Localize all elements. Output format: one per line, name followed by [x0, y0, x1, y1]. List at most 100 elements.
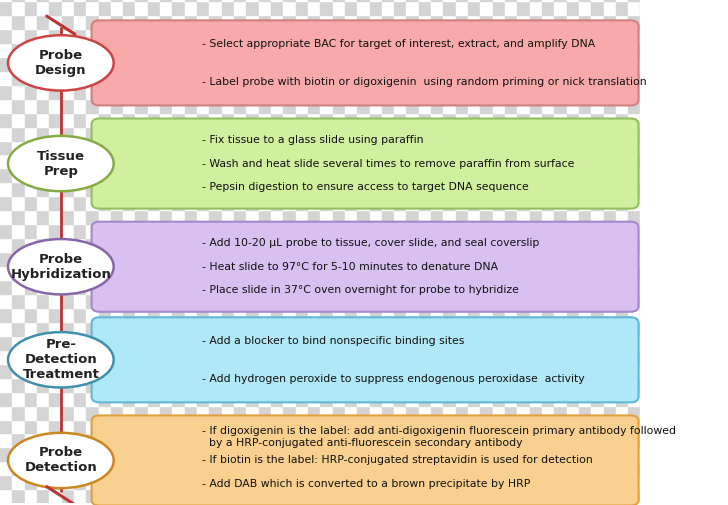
Bar — [566, 85, 579, 98]
Bar — [246, 182, 258, 196]
Bar — [394, 71, 406, 85]
Bar — [443, 168, 456, 182]
Bar — [628, 224, 641, 238]
Bar — [616, 224, 628, 238]
Bar — [74, 266, 86, 280]
Bar — [222, 322, 234, 336]
Bar — [74, 43, 86, 57]
Text: - Place slide in 37°C oven overnight for probe to hybridize: - Place slide in 37°C oven overnight for… — [202, 285, 518, 295]
Bar — [518, 475, 530, 489]
Bar — [468, 140, 480, 155]
Bar — [357, 420, 370, 433]
Bar — [480, 155, 493, 168]
Bar — [123, 378, 135, 392]
Bar — [111, 308, 123, 322]
Bar — [554, 462, 566, 475]
Bar — [480, 420, 493, 433]
Bar — [406, 210, 419, 224]
Bar — [12, 364, 25, 378]
Bar — [579, 57, 591, 71]
Bar — [518, 350, 530, 364]
Bar — [456, 462, 468, 475]
Bar — [456, 168, 468, 182]
Bar — [197, 57, 210, 71]
Bar — [579, 182, 591, 196]
Bar — [641, 462, 653, 475]
Bar — [62, 336, 74, 350]
Bar — [185, 420, 197, 433]
Bar — [431, 364, 443, 378]
Bar — [641, 168, 653, 182]
Bar — [173, 406, 185, 420]
Bar — [394, 322, 406, 336]
Bar — [308, 168, 320, 182]
Bar — [530, 71, 542, 85]
Bar — [518, 168, 530, 182]
Bar — [173, 71, 185, 85]
Bar — [604, 266, 616, 280]
Bar — [37, 378, 50, 392]
Bar — [123, 420, 135, 433]
Bar — [160, 71, 173, 85]
Bar — [431, 71, 443, 85]
Bar — [173, 57, 185, 71]
Bar — [135, 1, 148, 15]
Bar — [370, 182, 381, 196]
Bar — [604, 252, 616, 266]
Bar — [542, 280, 554, 294]
Bar — [25, 127, 37, 140]
Bar — [283, 224, 296, 238]
Bar — [591, 57, 604, 71]
Bar — [148, 1, 160, 15]
Bar — [419, 168, 431, 182]
Bar — [431, 266, 443, 280]
Bar — [37, 168, 50, 182]
Bar — [173, 433, 185, 447]
Bar — [173, 350, 185, 364]
Bar — [296, 322, 308, 336]
Bar — [591, 336, 604, 350]
Text: Probe
Design: Probe Design — [35, 49, 87, 77]
Bar — [333, 168, 345, 182]
Bar — [641, 392, 653, 406]
Bar — [50, 447, 62, 462]
Bar — [591, 280, 604, 294]
Bar — [579, 196, 591, 210]
Bar — [542, 294, 554, 308]
Bar — [98, 0, 111, 1]
Bar — [234, 0, 246, 1]
Bar — [370, 140, 381, 155]
Bar — [62, 266, 74, 280]
Bar — [246, 43, 258, 57]
Bar — [480, 57, 493, 71]
Bar — [394, 210, 406, 224]
Bar — [50, 57, 62, 71]
Bar — [566, 392, 579, 406]
Bar — [246, 475, 258, 489]
Bar — [271, 238, 283, 252]
Bar — [468, 238, 480, 252]
Bar — [62, 364, 74, 378]
Bar — [530, 364, 542, 378]
Bar — [505, 364, 518, 378]
Bar — [160, 140, 173, 155]
Bar — [381, 406, 394, 420]
Bar — [86, 29, 98, 43]
Bar — [518, 57, 530, 71]
Bar — [234, 280, 246, 294]
Bar — [591, 238, 604, 252]
Bar — [173, 308, 185, 322]
Bar — [160, 196, 173, 210]
Bar — [406, 322, 419, 336]
Bar — [542, 462, 554, 475]
Bar — [258, 294, 271, 308]
Bar — [530, 98, 542, 113]
Bar — [37, 15, 50, 29]
Bar — [653, 113, 665, 127]
Bar — [370, 168, 381, 182]
Bar — [653, 224, 665, 238]
Bar — [333, 155, 345, 168]
Bar — [12, 420, 25, 433]
Bar — [320, 238, 333, 252]
Bar — [185, 406, 197, 420]
